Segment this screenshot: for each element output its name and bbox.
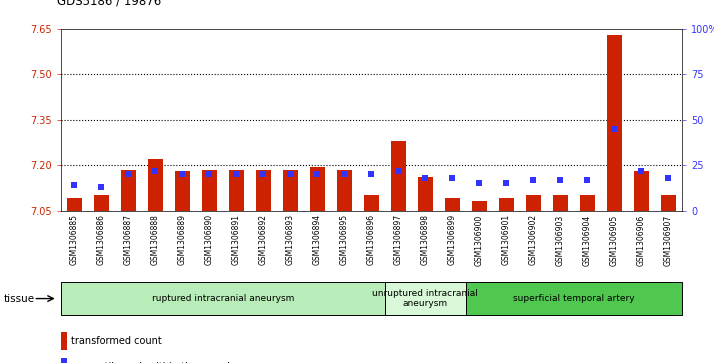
Text: GSM1306896: GSM1306896 xyxy=(367,215,376,265)
Text: superficial temporal artery: superficial temporal artery xyxy=(513,294,635,303)
Text: GSM1306895: GSM1306895 xyxy=(340,215,348,265)
Text: GSM1306907: GSM1306907 xyxy=(664,215,673,266)
Bar xyxy=(391,141,406,211)
Text: GSM1306885: GSM1306885 xyxy=(70,215,79,265)
Text: GSM1306887: GSM1306887 xyxy=(124,215,133,265)
Text: GSM1306903: GSM1306903 xyxy=(555,215,565,266)
Text: GSM1306899: GSM1306899 xyxy=(448,215,457,265)
FancyBboxPatch shape xyxy=(61,282,385,315)
Bar xyxy=(337,170,352,211)
Bar xyxy=(607,35,622,211)
Bar xyxy=(61,358,67,363)
Bar xyxy=(228,170,243,211)
Text: GSM1306904: GSM1306904 xyxy=(583,215,592,266)
Bar xyxy=(418,177,433,211)
Text: GSM1306900: GSM1306900 xyxy=(475,215,484,266)
Text: GSM1306902: GSM1306902 xyxy=(529,215,538,265)
Text: GSM1306886: GSM1306886 xyxy=(96,215,106,265)
Text: GSM1306906: GSM1306906 xyxy=(637,215,646,266)
Bar xyxy=(256,170,271,211)
Text: transformed count: transformed count xyxy=(71,336,162,346)
Text: ruptured intracranial aneurysm: ruptured intracranial aneurysm xyxy=(151,294,294,303)
Text: tissue: tissue xyxy=(4,294,35,303)
Text: percentile rank within the sample: percentile rank within the sample xyxy=(71,362,236,363)
Bar xyxy=(67,199,81,211)
Bar xyxy=(499,199,514,211)
Text: GSM1306892: GSM1306892 xyxy=(258,215,268,265)
Bar xyxy=(526,195,540,211)
Text: GSM1306890: GSM1306890 xyxy=(205,215,213,265)
Bar xyxy=(553,195,568,211)
Text: unruptured intracranial
aneurysm: unruptured intracranial aneurysm xyxy=(373,289,478,308)
Text: GDS5186 / 19876: GDS5186 / 19876 xyxy=(57,0,161,7)
Bar xyxy=(364,195,378,211)
FancyBboxPatch shape xyxy=(385,282,466,315)
Text: GSM1306893: GSM1306893 xyxy=(286,215,295,265)
Bar xyxy=(580,195,595,211)
Bar xyxy=(445,199,460,211)
Bar xyxy=(202,170,216,211)
Bar xyxy=(661,195,675,211)
Bar xyxy=(310,167,325,211)
Text: GSM1306889: GSM1306889 xyxy=(178,215,187,265)
Bar xyxy=(634,171,649,211)
Bar xyxy=(283,170,298,211)
Bar xyxy=(61,332,67,350)
FancyBboxPatch shape xyxy=(466,282,682,315)
Text: GSM1306905: GSM1306905 xyxy=(610,215,619,266)
Text: GSM1306888: GSM1306888 xyxy=(151,215,160,265)
Text: GSM1306897: GSM1306897 xyxy=(394,215,403,265)
Bar xyxy=(175,171,190,211)
Text: GSM1306894: GSM1306894 xyxy=(313,215,322,265)
Text: GSM1306901: GSM1306901 xyxy=(502,215,511,265)
Text: GSM1306891: GSM1306891 xyxy=(232,215,241,265)
Bar xyxy=(472,201,487,211)
Bar xyxy=(121,170,136,211)
Bar xyxy=(148,159,163,211)
Text: GSM1306898: GSM1306898 xyxy=(421,215,430,265)
Bar xyxy=(94,195,109,211)
